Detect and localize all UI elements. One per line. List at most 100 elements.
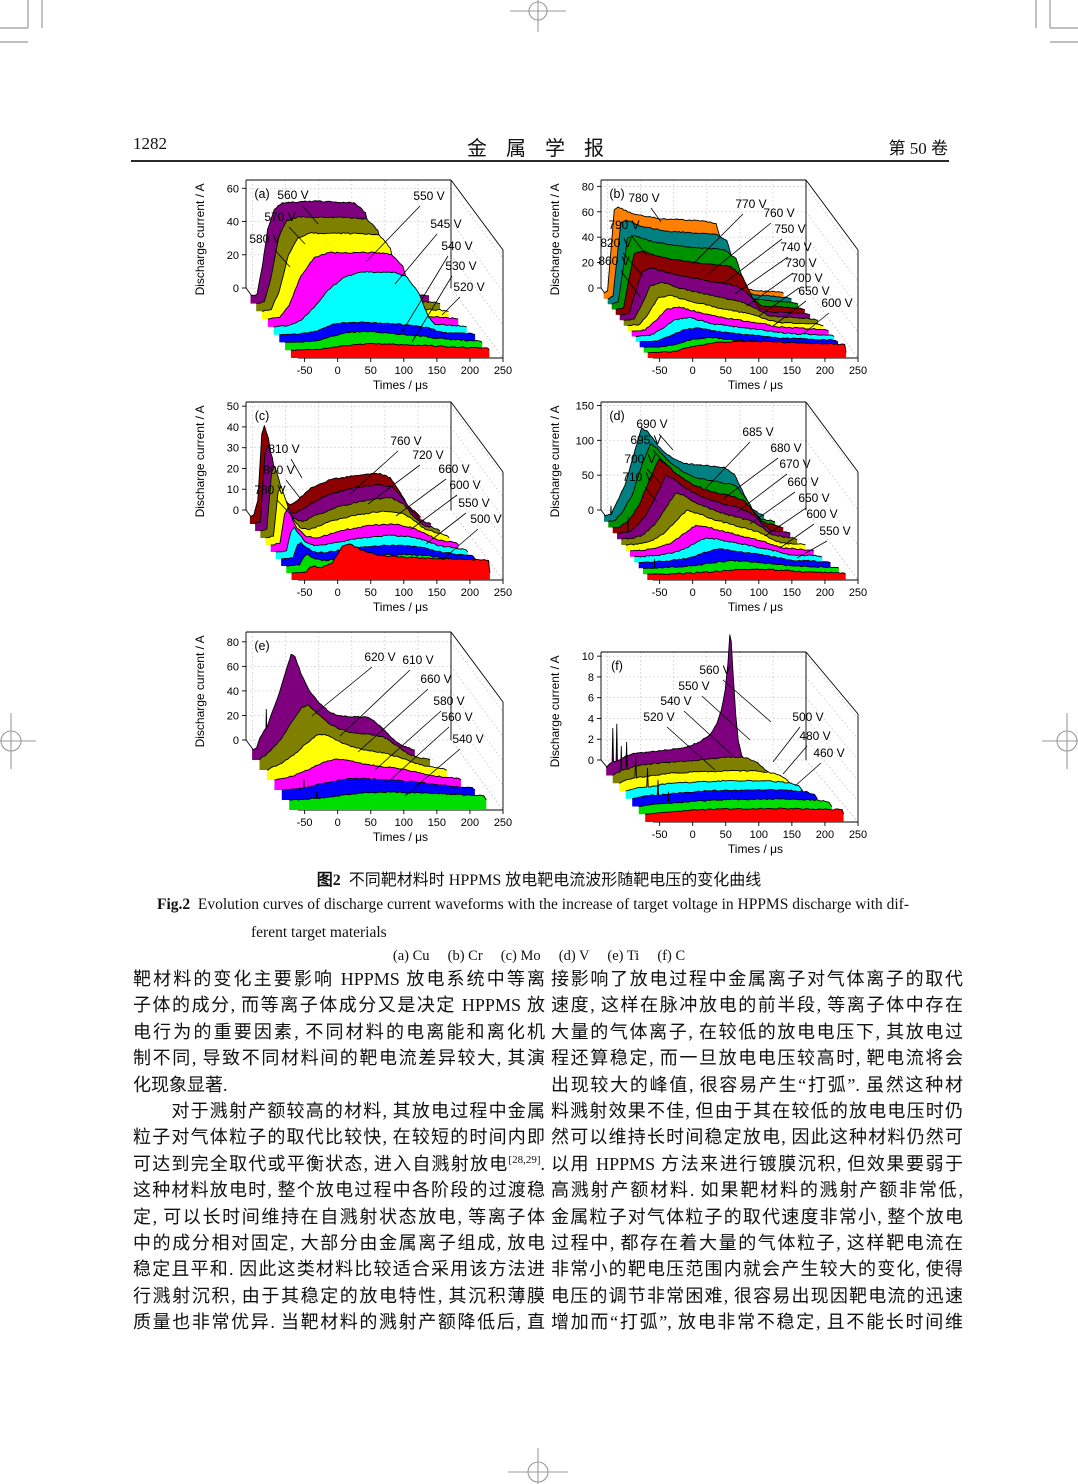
svg-text:860 V: 860 V xyxy=(598,254,629,268)
body-text-line: 子体的成分, 而等离子体成分又是决定 HPPMS 放 xyxy=(133,995,545,1016)
y-axis-title: Discharge current / A xyxy=(548,655,562,767)
x-axis-title: Times / μs xyxy=(373,378,428,392)
series-outline-860V xyxy=(603,206,784,294)
series-outline-545V xyxy=(273,270,467,328)
volume-label: 第 50 卷 xyxy=(888,139,949,158)
series-outline-600V xyxy=(281,541,476,560)
series-outline-660V xyxy=(634,537,823,558)
svg-text:770 V: 770 V xyxy=(735,197,766,211)
axis-ticks xyxy=(597,655,859,826)
body-text-line: 化现象显著. xyxy=(133,1074,228,1095)
series-outline-520V xyxy=(290,343,490,351)
svg-text:760 V: 760 V xyxy=(763,206,794,220)
registration-mark-left-middle xyxy=(0,713,36,769)
svg-text:660 V: 660 V xyxy=(438,462,469,476)
series-outline-695V xyxy=(612,458,784,529)
series-outline-610V xyxy=(259,704,431,761)
svg-text:560 V: 560 V xyxy=(277,188,308,202)
series-outline-685V xyxy=(621,492,798,540)
panel-material-key: (a) Cu (b) Cr (c) Mo (d) V (e) Ti (f) C xyxy=(392,948,686,964)
svg-text:650 V: 650 V xyxy=(798,491,829,505)
svg-text:60: 60 xyxy=(582,207,594,219)
series-outline-680V xyxy=(625,509,806,546)
svg-text:-50: -50 xyxy=(297,587,313,599)
caption-english-line2: ferent target materials xyxy=(251,924,387,941)
svg-text:0: 0 xyxy=(690,587,696,599)
svg-text:50: 50 xyxy=(365,817,377,829)
panel-letter: (a) xyxy=(254,187,269,201)
svg-text:150: 150 xyxy=(576,400,594,412)
series-outline-690V xyxy=(616,474,791,535)
svg-text:550 V: 550 V xyxy=(413,189,444,203)
svg-text:560 V: 560 V xyxy=(699,663,730,677)
svg-text:720 V: 720 V xyxy=(412,448,443,462)
svg-text:670 V: 670 V xyxy=(779,457,810,471)
x-axis-title: Times / μs xyxy=(728,842,783,856)
svg-text:20: 20 xyxy=(227,710,239,722)
body-text-line: 高溅射产额材料. 如果靶材料的溅射产额非常低, xyxy=(551,1180,963,1201)
series-520V xyxy=(290,343,490,358)
svg-text:30: 30 xyxy=(227,443,239,455)
axis-tick-labels: 0 2 4 6 8 10 -50 0 50 100 150 200 250 xyxy=(582,651,867,841)
body-text-line: 粒子对气体粒子的取代比较快, 在较短的时间内即 xyxy=(133,1127,545,1148)
svg-text:0: 0 xyxy=(588,505,594,517)
series-outline-560V xyxy=(281,777,476,791)
axis-ticks xyxy=(242,187,504,362)
body-text-line: 电压的调节非常困难, 很容易出现因靶电流的迅速 xyxy=(551,1285,963,1306)
series-outline-500V xyxy=(291,543,491,574)
svg-text:-50: -50 xyxy=(652,587,668,599)
series-outline-620V xyxy=(251,653,415,751)
svg-text:10: 10 xyxy=(582,651,594,663)
svg-text:200: 200 xyxy=(816,829,834,841)
series-550V xyxy=(647,568,846,580)
series-outline-700V xyxy=(639,327,839,343)
svg-text:-50: -50 xyxy=(652,365,668,377)
svg-text:60: 60 xyxy=(227,183,239,195)
body-text-line: 非常小的靶电压范围内就会产生较大的变化, 使得 xyxy=(551,1259,963,1280)
svg-text:200: 200 xyxy=(461,817,479,829)
svg-text:40: 40 xyxy=(582,232,594,244)
svg-text:660 V: 660 V xyxy=(787,475,818,489)
body-column-left: 靶材料的变化主要影响 HPPMS 放电系统中等离 子体的成分, 而等离子体成分又是… xyxy=(133,966,545,1335)
series-outline-540V xyxy=(619,755,791,784)
x-axis-title: Times / μs xyxy=(728,600,783,614)
series-outline-740V xyxy=(631,306,829,332)
svg-text:650 V: 650 V xyxy=(798,284,829,298)
caption-chinese: 图2 不同靶材料时 HPPMS 放电靶电流波形随靶电压的变化曲线 xyxy=(0,866,1078,890)
svg-text:40: 40 xyxy=(227,686,239,698)
series-outline-790V xyxy=(611,235,799,305)
svg-text:150: 150 xyxy=(783,829,801,841)
svg-text:20: 20 xyxy=(227,250,239,262)
series-outline-700V xyxy=(608,443,776,523)
crop-mark-top-right xyxy=(1035,0,1078,43)
panel-letter: (c) xyxy=(255,409,270,423)
body-text-line: 料溅射效果不佳, 但由于其在较低的放电电压时仍 xyxy=(551,1100,963,1121)
axis-ticks xyxy=(597,185,859,362)
svg-text:660 V: 660 V xyxy=(420,672,451,686)
body-text-line: 速度, 这样在脉冲放电的前半段, 等离子体中存在 xyxy=(551,995,963,1016)
axis-tick-labels: 0 20 40 60 80 -50 0 50 100 150 200 250 xyxy=(582,181,867,377)
svg-text:100: 100 xyxy=(750,587,768,599)
svg-text:10: 10 xyxy=(227,484,239,496)
svg-text:580 V: 580 V xyxy=(433,694,464,708)
svg-text:0: 0 xyxy=(233,735,239,747)
series-outline-660V xyxy=(275,526,469,553)
svg-text:6: 6 xyxy=(588,693,594,705)
axis-ticks xyxy=(242,405,504,584)
svg-text:540 V: 540 V xyxy=(660,694,691,708)
series-outline-770V xyxy=(619,267,811,316)
svg-text:100: 100 xyxy=(576,435,594,447)
svg-text:2: 2 xyxy=(588,734,594,746)
registration-mark-bottom-center xyxy=(508,1448,568,1484)
svg-text:4: 4 xyxy=(588,713,594,725)
series-outline-720V xyxy=(270,507,459,546)
svg-text:150: 150 xyxy=(428,587,446,599)
series-outline-500V xyxy=(632,779,818,800)
chart-panel-e: 0 20 40 60 80 -50 0 50 100 150 200 250 Discharge cur… xyxy=(193,631,512,844)
series-outline-750V xyxy=(627,294,824,327)
svg-text:0: 0 xyxy=(335,817,341,829)
svg-text:50: 50 xyxy=(582,470,594,482)
svg-text:600 V: 600 V xyxy=(821,296,852,310)
